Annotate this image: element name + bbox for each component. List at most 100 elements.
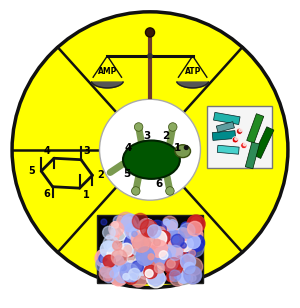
Circle shape	[166, 273, 176, 282]
Circle shape	[185, 257, 203, 275]
Circle shape	[123, 274, 129, 280]
Ellipse shape	[123, 140, 180, 179]
Circle shape	[167, 260, 175, 268]
Circle shape	[144, 227, 153, 237]
Circle shape	[144, 240, 159, 254]
Circle shape	[114, 256, 123, 265]
Text: 6: 6	[155, 179, 162, 189]
Circle shape	[132, 249, 139, 255]
Bar	[214, 112, 240, 124]
Circle shape	[107, 242, 117, 252]
Text: 6: 6	[44, 189, 50, 199]
Circle shape	[148, 263, 157, 272]
Circle shape	[130, 227, 144, 241]
Circle shape	[136, 230, 144, 238]
Circle shape	[111, 249, 127, 265]
Circle shape	[166, 254, 181, 270]
Circle shape	[125, 223, 141, 239]
Circle shape	[235, 137, 238, 140]
Circle shape	[121, 214, 139, 232]
Circle shape	[117, 212, 134, 229]
Circle shape	[149, 239, 165, 256]
Circle shape	[142, 254, 160, 272]
Circle shape	[184, 262, 195, 274]
Circle shape	[111, 229, 118, 236]
Circle shape	[164, 245, 176, 257]
Circle shape	[184, 266, 202, 284]
Circle shape	[137, 267, 145, 274]
Circle shape	[144, 234, 155, 245]
Circle shape	[175, 252, 190, 267]
Circle shape	[110, 268, 128, 286]
Circle shape	[148, 54, 152, 58]
Circle shape	[176, 271, 183, 278]
Ellipse shape	[175, 145, 190, 158]
Circle shape	[154, 237, 168, 252]
Circle shape	[180, 254, 196, 269]
Circle shape	[187, 234, 205, 252]
Circle shape	[123, 235, 140, 252]
Circle shape	[113, 232, 119, 238]
Circle shape	[147, 245, 160, 258]
Text: 4: 4	[44, 146, 50, 156]
Circle shape	[149, 270, 158, 278]
Circle shape	[184, 267, 191, 274]
Bar	[254, 127, 274, 158]
Circle shape	[148, 226, 163, 242]
Circle shape	[113, 216, 123, 226]
Circle shape	[99, 254, 108, 263]
Circle shape	[103, 226, 115, 239]
Circle shape	[175, 256, 183, 264]
Circle shape	[164, 230, 178, 244]
Circle shape	[180, 234, 186, 240]
Circle shape	[239, 129, 242, 132]
Circle shape	[147, 252, 158, 263]
Bar	[247, 114, 264, 143]
Circle shape	[142, 245, 153, 256]
Text: 2: 2	[98, 170, 104, 180]
Circle shape	[133, 256, 150, 274]
Circle shape	[136, 265, 145, 274]
Circle shape	[146, 28, 154, 37]
Circle shape	[154, 227, 166, 239]
Circle shape	[178, 237, 193, 252]
Circle shape	[168, 229, 181, 242]
Circle shape	[120, 218, 137, 234]
Circle shape	[154, 239, 160, 246]
Bar	[245, 142, 260, 169]
Circle shape	[132, 231, 137, 237]
Circle shape	[179, 257, 190, 268]
Circle shape	[117, 216, 129, 228]
Circle shape	[101, 219, 107, 225]
Circle shape	[185, 254, 193, 262]
Circle shape	[187, 240, 204, 257]
Circle shape	[184, 266, 201, 284]
Circle shape	[132, 213, 148, 229]
Circle shape	[164, 219, 170, 225]
Circle shape	[110, 270, 118, 278]
Circle shape	[169, 123, 177, 131]
Circle shape	[157, 257, 170, 270]
Circle shape	[163, 221, 177, 235]
Circle shape	[148, 270, 164, 286]
Circle shape	[122, 261, 140, 278]
Circle shape	[142, 259, 150, 267]
Circle shape	[103, 255, 115, 267]
Circle shape	[120, 250, 134, 264]
Circle shape	[124, 229, 131, 236]
Circle shape	[178, 228, 190, 241]
Circle shape	[178, 235, 185, 241]
Circle shape	[241, 142, 247, 148]
Circle shape	[99, 267, 113, 281]
Circle shape	[179, 261, 184, 266]
Polygon shape	[177, 82, 208, 88]
Circle shape	[115, 268, 130, 283]
Circle shape	[141, 249, 159, 267]
Circle shape	[168, 257, 184, 274]
Text: 5: 5	[124, 169, 131, 179]
Circle shape	[107, 241, 120, 254]
Circle shape	[100, 269, 108, 276]
Circle shape	[120, 263, 139, 282]
Circle shape	[186, 231, 192, 237]
Circle shape	[133, 233, 150, 250]
